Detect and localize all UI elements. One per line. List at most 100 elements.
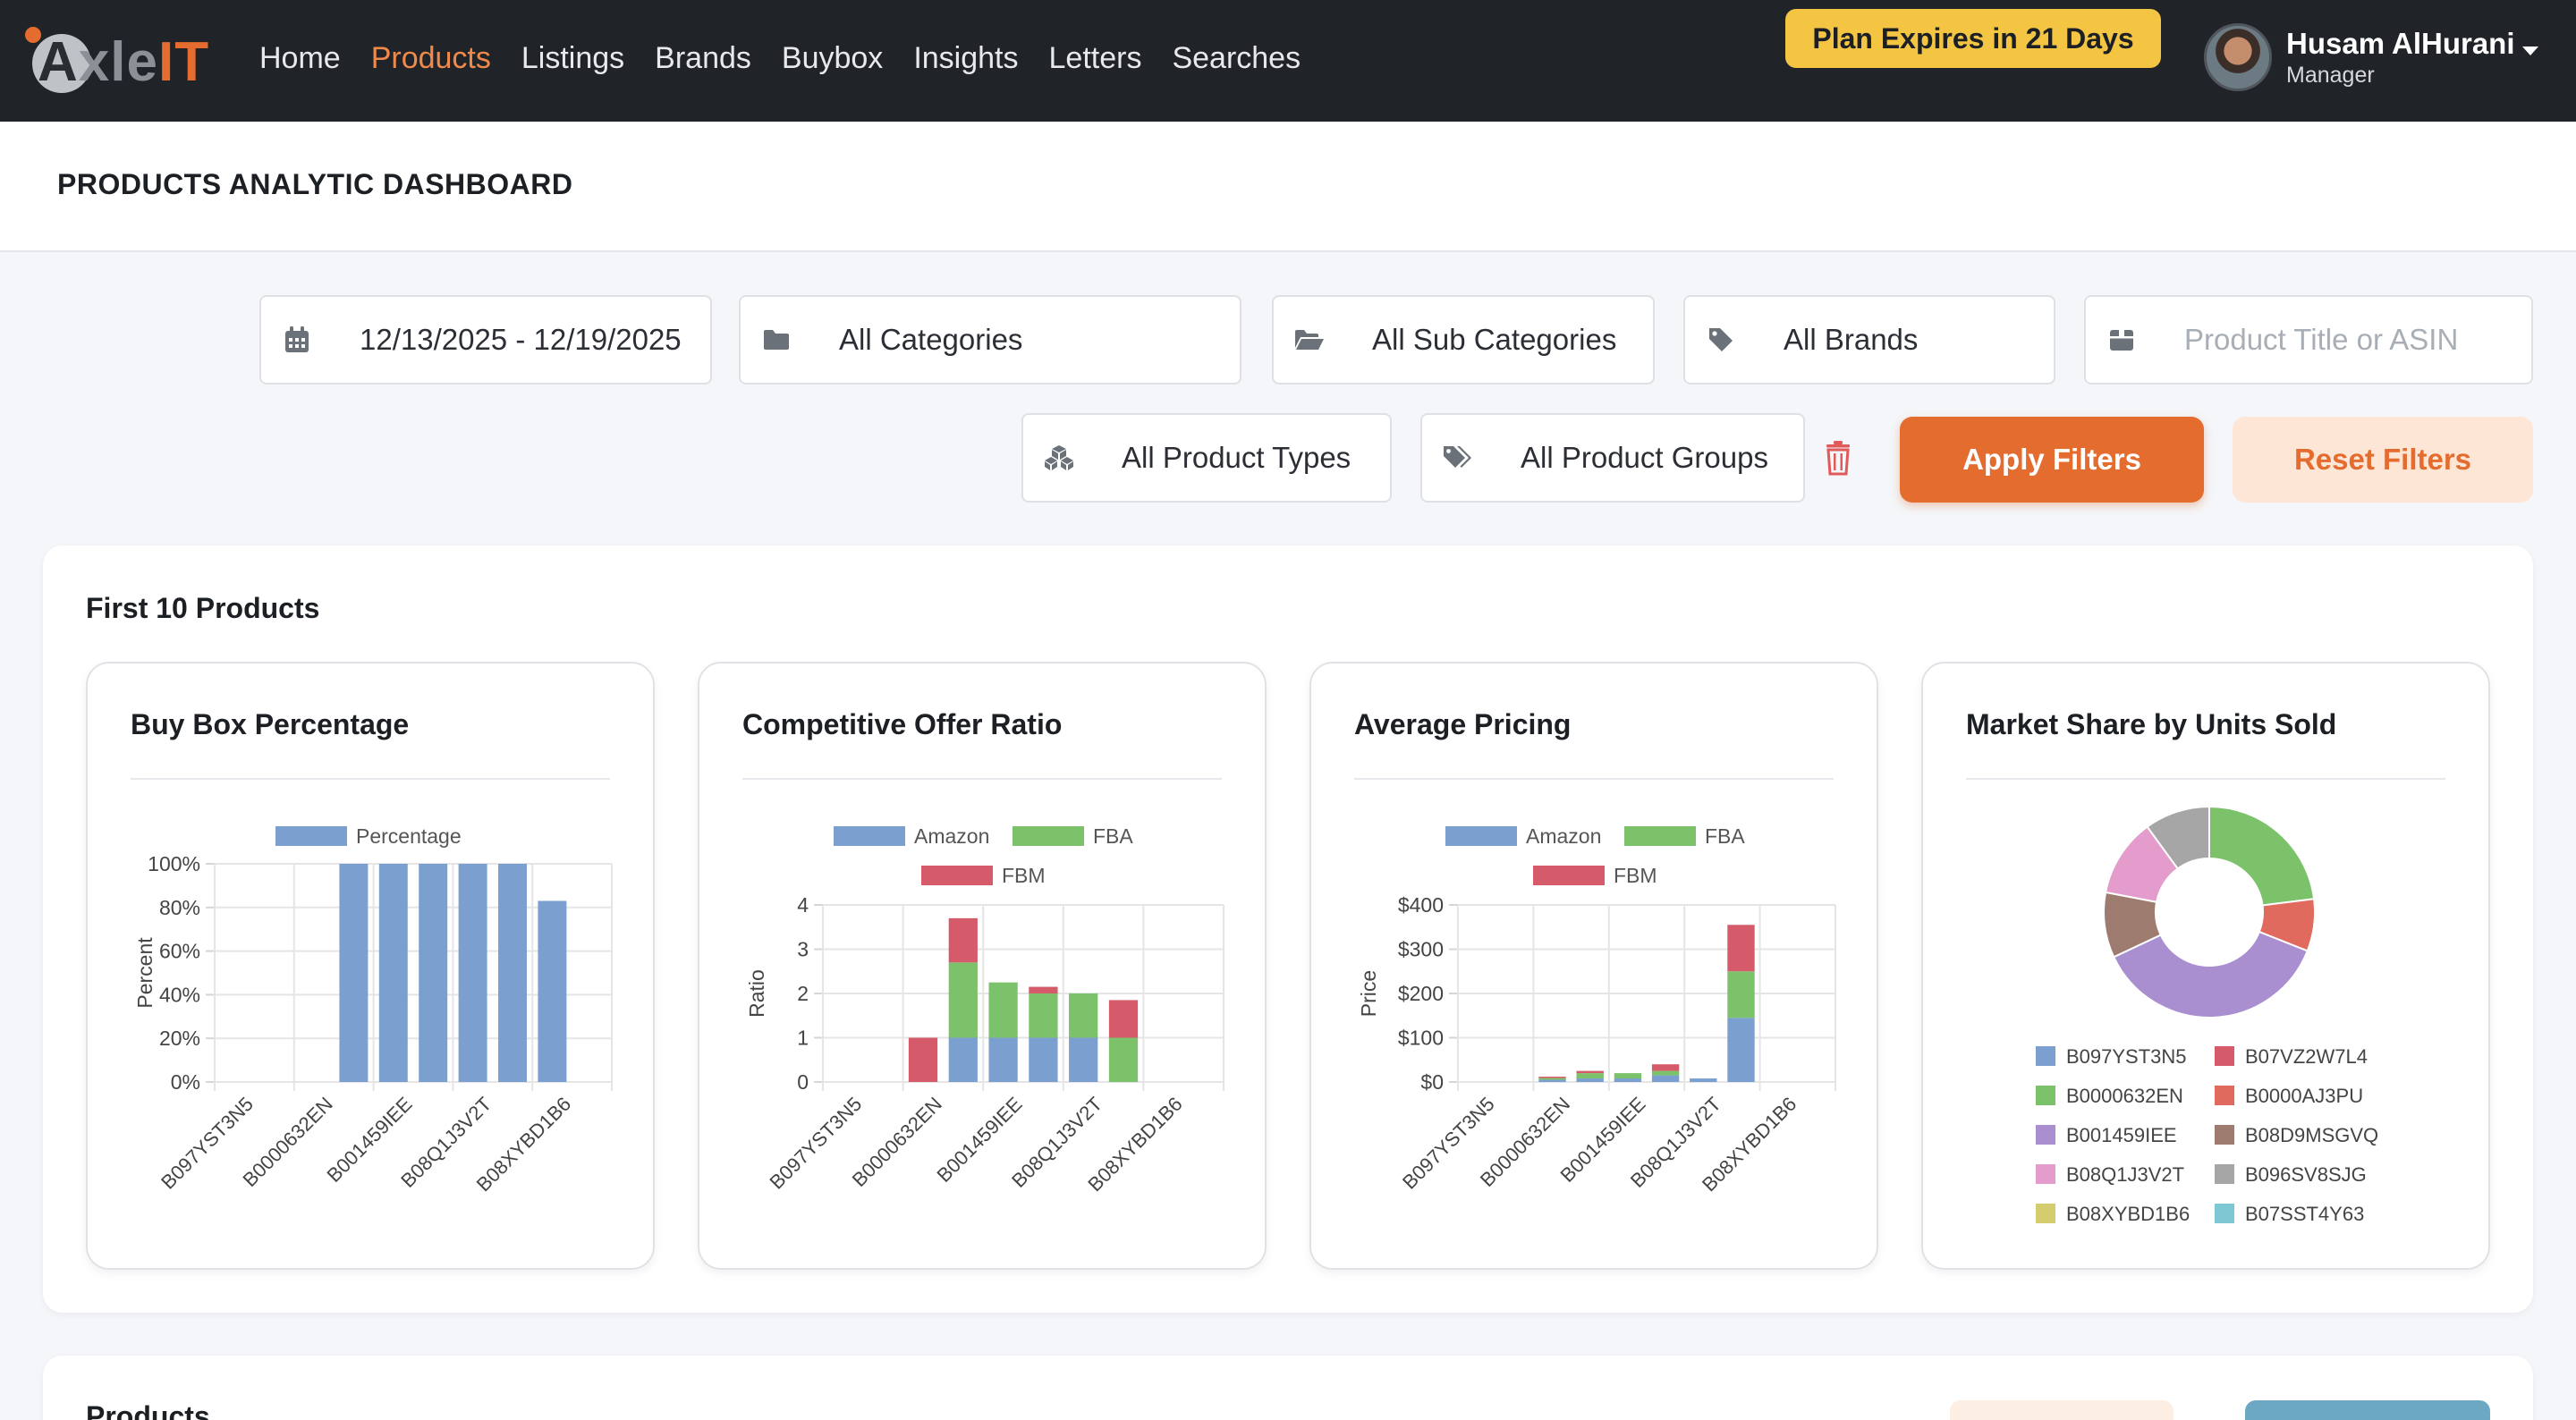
products-filter-pill[interactable] (1950, 1400, 2174, 1420)
legend-label: B07SST4Y63 (2245, 1203, 2364, 1225)
logo-text: AxleIT (38, 31, 210, 93)
sub-category-filter[interactable]: All Sub Categories (1272, 295, 1655, 385)
bar-segment (538, 900, 567, 1082)
legend-label: Percentage (356, 824, 462, 848)
box-icon (2086, 297, 2157, 383)
legend-swatch (1013, 826, 1084, 846)
nav-listings[interactable]: Listings (521, 41, 625, 75)
chart-divider (742, 778, 1222, 780)
nav-insights[interactable]: Insights (913, 41, 1019, 75)
bar-segment (1538, 1077, 1566, 1078)
bar-segment (1614, 1073, 1642, 1079)
bar-segment (1727, 925, 1755, 972)
bar-segment (458, 864, 487, 1082)
product-group-value[interactable]: All Product Groups (1521, 441, 1768, 474)
bar-segment (378, 864, 408, 1082)
page-header: PRODUCTS ANALYTIC DASHBOARD (0, 122, 2576, 252)
legend-label: B07VZ2W7L4 (2245, 1045, 2368, 1068)
buy-box-chart-card: Buy Box Percentage Percentage 0% 20% 40% 60%… (86, 662, 655, 1270)
bar-segment (1614, 1078, 1642, 1082)
reset-filters-button[interactable]: Reset Filters (2233, 417, 2533, 503)
pie-slice (2112, 930, 2309, 1019)
date-range-value[interactable]: 12/13/2025 - 12/19/2025 (360, 323, 682, 356)
plan-expiry-badge[interactable]: Plan Expires in 21 Days (1785, 9, 2161, 68)
bar-segment (908, 1037, 938, 1082)
nav-home[interactable]: Home (259, 41, 341, 75)
folder-open-icon (1274, 297, 1345, 383)
bar-segment (988, 982, 1018, 1038)
legend-label: FBM (1002, 864, 1046, 887)
bar-segment (1108, 1037, 1139, 1082)
bar-segment (1690, 1078, 1717, 1082)
bar-segment (1069, 1037, 1098, 1082)
y-tick-label: $200 (1398, 982, 1444, 1005)
y-axis-label: Ratio (745, 969, 768, 1018)
user-avatar[interactable] (2204, 23, 2272, 91)
page-title: PRODUCTS ANALYTIC DASHBOARD (57, 168, 573, 200)
bar-segment (948, 917, 978, 963)
brand-filter[interactable]: All Brands (1683, 295, 2055, 385)
legend-swatch (921, 866, 993, 885)
apply-filters-button[interactable]: Apply Filters (1900, 417, 2204, 503)
bar-segment (1029, 1037, 1058, 1082)
legend-swatch (2036, 1125, 2055, 1145)
y-tick-label: 80% (159, 896, 200, 919)
bar-segment (948, 962, 978, 1038)
nav-brands[interactable]: Brands (655, 41, 751, 75)
chart-divider (1966, 778, 2445, 780)
bar-segment (339, 864, 369, 1082)
bar-segment (1727, 1018, 1755, 1082)
y-tick-label: 4 (797, 893, 809, 917)
logo-circle (32, 34, 91, 93)
bar-segment (1108, 1000, 1139, 1038)
bar-segment (1576, 1073, 1604, 1079)
bar-segment (498, 864, 527, 1082)
legend-label: FBM (1614, 864, 1657, 887)
chart-title: Competitive Offer Ratio (742, 708, 1063, 740)
y-tick-label: $100 (1398, 1027, 1444, 1050)
tag-icon (1685, 297, 1757, 383)
bar-segment (1538, 1079, 1566, 1082)
chart-divider (1354, 778, 1834, 780)
offer-ratio-chart: Amazon FBAFBM01234RatioB097YST3N5B0000632… (745, 824, 1224, 1196)
product-type-filter[interactable]: All Product Types (1021, 413, 1392, 503)
product-search-input[interactable] (2184, 313, 2513, 367)
tags-icon (1422, 415, 1494, 501)
legend-swatch (1445, 826, 1517, 846)
y-tick-label: 3 (797, 938, 809, 961)
products-action-button[interactable] (2245, 1400, 2490, 1420)
user-name[interactable]: Husam AlHurani (2286, 27, 2515, 60)
calendar-icon (261, 297, 333, 383)
category-filter[interactable]: All Categories (739, 295, 1241, 385)
nav-letters[interactable]: Letters (1048, 41, 1142, 75)
market-share-chart-card: Market Share by Units Sold B097YST3N5 B07… (1921, 662, 2490, 1270)
legend-label: B001459IEE (2066, 1124, 2177, 1146)
y-tick-label: 20% (159, 1027, 200, 1050)
y-tick-label: 40% (159, 983, 200, 1006)
clear-filters-trash-icon[interactable] (1825, 440, 1852, 476)
nav-products[interactable]: Products (370, 41, 491, 75)
nav-buybox[interactable]: Buybox (781, 41, 884, 75)
bar-segment (1651, 1075, 1680, 1082)
bar-segment (1029, 993, 1058, 1038)
product-group-filter[interactable]: All Product Groups (1420, 413, 1805, 503)
category-value[interactable]: All Categories (839, 323, 1023, 356)
market-share-chart: B097YST3N5 B07VZ2W7L4 B0000632EN B0000AJ3PU… (2036, 805, 2378, 1225)
bar-segment (1538, 1078, 1566, 1080)
average-pricing-chart: Amazon FBAFBM$0$100$200$300$400PriceB097Y… (1357, 824, 1836, 1196)
product-search-filter[interactable] (2084, 295, 2533, 385)
nav-searches[interactable]: Searches (1172, 41, 1301, 75)
sub-category-value[interactable]: All Sub Categories (1372, 323, 1617, 356)
y-tick-label: $300 (1398, 938, 1444, 961)
legend-swatch (1624, 826, 1696, 846)
product-type-value[interactable]: All Product Types (1122, 441, 1352, 474)
app-logo[interactable]: AxleIT (25, 23, 222, 98)
bar-segment (1651, 1064, 1680, 1071)
date-range-filter[interactable]: 12/13/2025 - 12/19/2025 (259, 295, 712, 385)
first-products-title: First 10 Products (86, 592, 320, 624)
y-tick-label: $400 (1398, 893, 1444, 917)
brand-value[interactable]: All Brands (1784, 323, 1919, 356)
user-menu-caret-icon[interactable] (2522, 46, 2538, 55)
y-tick-label: 2 (797, 982, 809, 1005)
legend-swatch (2036, 1164, 2055, 1184)
